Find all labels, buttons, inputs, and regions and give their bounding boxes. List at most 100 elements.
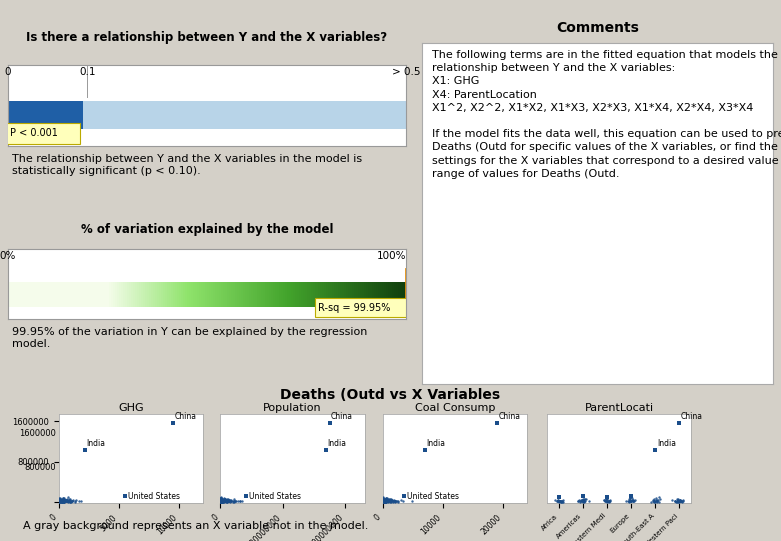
Point <box>53 497 66 506</box>
Point <box>378 497 390 506</box>
Point <box>61 497 73 505</box>
Point <box>674 496 686 505</box>
Bar <box>55 282 58 307</box>
Point <box>218 496 230 505</box>
Point <box>602 497 615 506</box>
Point <box>216 497 229 506</box>
Point <box>622 495 635 504</box>
Point <box>623 497 636 505</box>
Bar <box>70 282 72 307</box>
Point <box>216 497 228 506</box>
Point <box>214 494 226 503</box>
Point <box>620 497 633 506</box>
Point <box>380 494 393 503</box>
Point <box>652 496 665 504</box>
Point <box>222 497 234 506</box>
Text: The following terms are in the fitted equation that models the
relationship betw: The following terms are in the fitted eq… <box>433 50 781 179</box>
Point <box>572 497 585 505</box>
Point <box>394 496 407 504</box>
Point <box>575 497 587 505</box>
Bar <box>95 282 98 307</box>
Point <box>385 495 398 504</box>
Point <box>666 496 679 505</box>
Point <box>552 492 565 501</box>
Bar <box>217 282 219 307</box>
Bar <box>161 282 163 307</box>
Point <box>647 497 659 505</box>
Bar <box>177 282 179 307</box>
Point <box>654 494 666 503</box>
Point <box>625 497 637 505</box>
Point <box>215 497 227 506</box>
Point <box>53 497 66 505</box>
Point <box>219 497 232 505</box>
Point <box>219 496 231 505</box>
Point <box>215 497 227 506</box>
Bar <box>14 282 16 307</box>
Point <box>217 496 230 505</box>
Point <box>323 419 336 427</box>
Point <box>62 497 74 506</box>
FancyBboxPatch shape <box>6 123 80 144</box>
Point <box>380 496 392 505</box>
Text: India: India <box>327 439 346 448</box>
Point <box>221 497 234 505</box>
Point <box>218 497 230 506</box>
Point <box>380 496 392 504</box>
Bar <box>80 282 81 307</box>
Point <box>380 494 393 503</box>
Point <box>216 496 228 504</box>
Bar <box>90 282 91 307</box>
Point <box>56 496 69 504</box>
Point <box>53 497 66 506</box>
Point <box>59 496 71 505</box>
Bar <box>179 282 181 307</box>
Point <box>59 497 72 506</box>
Point <box>53 497 66 505</box>
Bar <box>374 282 376 307</box>
Point <box>579 496 591 505</box>
Point <box>377 494 390 503</box>
Bar <box>364 282 366 307</box>
Point <box>378 494 390 503</box>
Point <box>58 496 70 504</box>
Point <box>55 497 68 506</box>
Point <box>675 496 687 505</box>
Bar <box>384 282 386 307</box>
Point <box>383 496 396 505</box>
Point <box>215 497 227 506</box>
Bar <box>12 282 14 307</box>
Point <box>218 497 230 506</box>
Point <box>381 497 394 506</box>
Point <box>397 497 409 505</box>
Point <box>57 496 70 504</box>
Point <box>57 497 70 506</box>
Point <box>572 497 584 505</box>
Point <box>58 496 70 505</box>
Title: Coal Consump: Coal Consump <box>415 403 495 413</box>
Point <box>224 497 237 506</box>
Point <box>597 496 610 505</box>
Point <box>220 497 233 505</box>
Point <box>227 497 240 506</box>
Point <box>380 497 393 506</box>
Point <box>215 497 227 505</box>
Point <box>379 497 391 506</box>
Bar <box>396 282 398 307</box>
Point <box>551 496 564 505</box>
Bar <box>319 282 320 307</box>
Point <box>388 497 401 506</box>
Text: The relationship between Y and the X variables in the model is
statistically sig: The relationship between Y and the X var… <box>12 155 362 176</box>
Point <box>624 497 637 505</box>
Bar <box>355 282 356 307</box>
Point <box>378 497 390 506</box>
Bar <box>211 282 213 307</box>
Point <box>552 497 565 506</box>
Point <box>674 496 686 504</box>
Point <box>551 496 564 504</box>
Point <box>215 494 227 503</box>
Point <box>378 497 390 506</box>
Bar <box>159 282 161 307</box>
Point <box>216 495 229 504</box>
Bar <box>134 282 135 307</box>
